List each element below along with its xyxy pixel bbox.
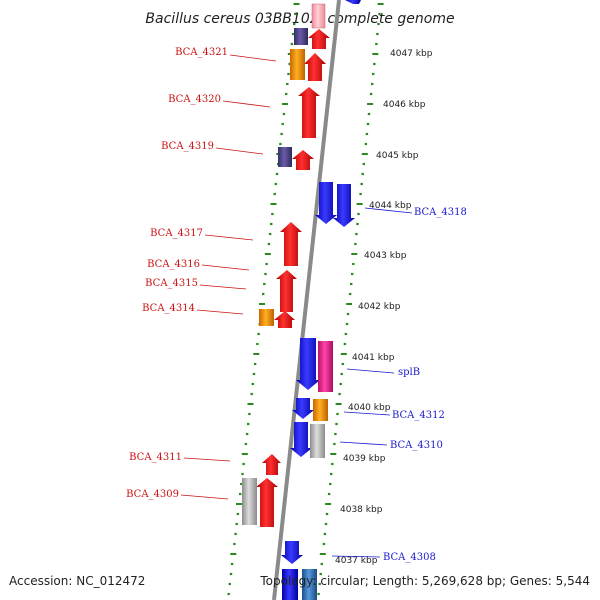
leader-line [339,441,388,446]
kbp-label: 4041 kbp [352,353,395,363]
kbp-label: 4043 kbp [364,251,407,261]
kbp-scale: 4047 kbp 4046 kbp 4045 kbp 4044 kbp 4043… [335,49,433,566]
gene-box-steel [302,569,317,600]
gene-arrow-red [280,222,302,266]
kbp-label: 4045 kbp [376,151,419,161]
gene-label-bca-4320[interactable]: BCA_4320 [168,94,221,105]
gene-label-bca-4321[interactable]: BCA_4321 [175,47,228,58]
leader-line [180,494,229,500]
kbp-label: 4040 kbp [348,403,391,413]
genome-backbone [272,0,341,600]
gene-label-bca-4316[interactable]: BCA_4316 [147,259,200,270]
gene-arrow-blue [296,338,320,390]
gene-arrow-red [308,29,330,49]
genome-title: Bacillus cereus 03BB102, complete genome [145,11,454,27]
gene-arrow-red [274,311,295,328]
gene-arrow-blue [290,422,312,457]
gene-label-bca-4317[interactable]: BCA_4317 [150,228,203,239]
kbp-label: 4038 kbp [340,505,383,515]
gene-arrow-red [276,270,297,312]
leader-line [346,368,395,374]
kbp-label: 4044 kbp [369,201,412,211]
gene-label-bca-4318[interactable]: BCA_4318 [414,207,467,218]
gene-arrow-blue [333,184,355,227]
gene-label-bca-4309[interactable]: BCA_4309 [126,489,179,500]
gene-label-layer: BCA_4321 BCA_4320 BCA_4319 BCA_4317 BCA_… [126,47,467,563]
outer-tick-track [317,3,384,596]
leader-line [364,207,413,214]
gene-label-bca-4319[interactable]: BCA_4319 [161,141,214,152]
gene-arrow-blue [281,541,303,564]
kbp-label: 4039 kbp [343,454,386,464]
gene-box-orange [313,399,328,421]
inner-tick-track [227,3,300,596]
gene-arrow-blue [345,0,361,4]
gene-arrow-red [311,3,326,29]
kbp-label: 4046 kbp [383,100,426,110]
gene-box-gray [242,478,257,525]
gene-label-bca-4310[interactable]: BCA_4310 [390,440,443,451]
gene-box-orange [259,309,274,326]
gene-arrow-red [304,53,326,81]
gene-box-orange [290,49,305,80]
leader-line [204,234,254,241]
gene-box-pink [318,341,333,392]
gene-box-gray [310,424,325,458]
leader-line [229,54,277,62]
leader-line [196,309,244,315]
leader-line [343,411,391,416]
leader-line [183,457,231,462]
gene-box-purple [278,147,292,167]
topology-text: Topology: circular; Length: 5,269,628 bp… [260,574,590,588]
leader-line [201,264,250,271]
gene-label-bca-4314[interactable]: BCA_4314 [142,303,195,314]
gene-box-blue [282,569,298,600]
gene-label-bca-4311[interactable]: BCA_4311 [129,452,182,463]
gene-label-splb[interactable]: splB [398,367,420,378]
accession-text: Accession: NC_012472 [9,574,146,588]
gene-arrow-red [292,150,314,170]
leader-line [331,555,381,558]
leader-line [199,284,247,290]
gene-arrow-red [262,454,281,475]
leader-line [222,100,271,108]
kbp-label: 4042 kbp [358,302,401,312]
gene-arrow-red [298,87,320,138]
gene-arrow-blue [315,182,337,224]
gene-arrow-blue [292,398,314,419]
gene-box-purple [294,28,308,45]
gene-arrow-red [256,478,278,527]
gene-label-bca-4315[interactable]: BCA_4315 [145,278,198,289]
kbp-label: 4037 kbp [335,556,378,566]
kbp-label: 4047 kbp [390,49,433,59]
gene-features [242,0,361,600]
gene-label-bca-4312[interactable]: BCA_4312 [392,410,445,421]
gene-label-bca-4308[interactable]: BCA_4308 [383,552,436,563]
leader-line [215,147,264,155]
